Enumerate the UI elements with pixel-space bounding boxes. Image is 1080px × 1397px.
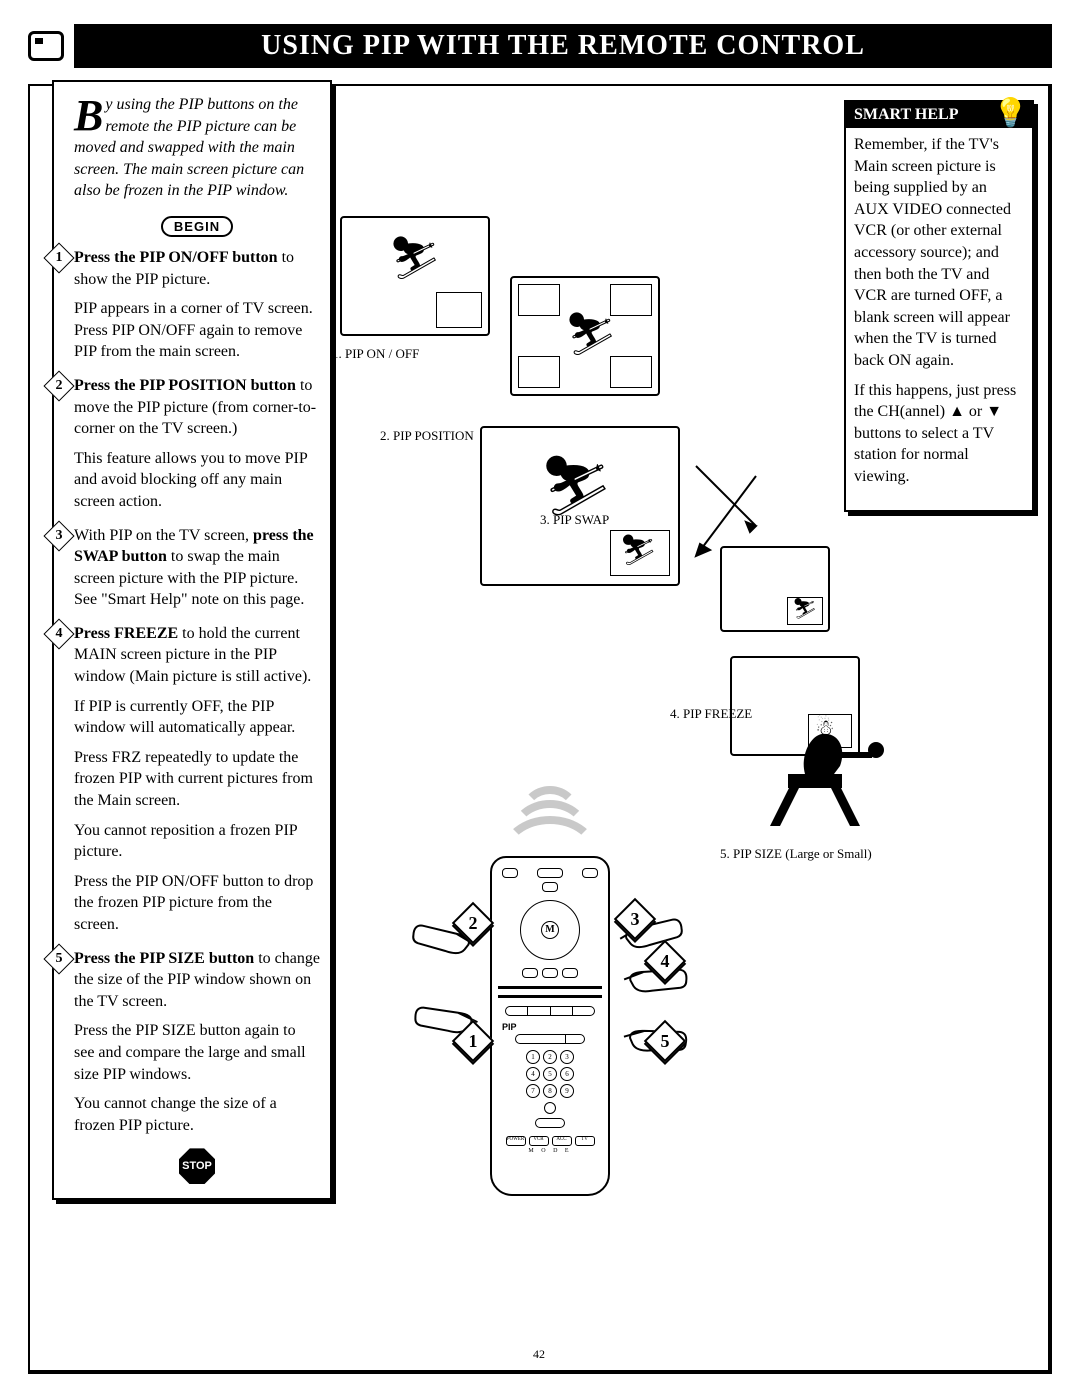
dropcap: B [74,94,105,133]
remote-control: PIP 123456789 POWER VCR ACC TV M O D E [490,856,610,1196]
remote-button [582,868,598,878]
step-3-pre: With PIP on the TV screen, [74,527,253,544]
step-4-para-b: Press FRZ repeatedly to update the froze… [74,747,320,812]
step-2-para: This feature allows you to move PIP and … [74,448,320,513]
signal-icon [490,776,610,856]
step-4-lead: Press FREEZE [74,625,178,642]
tv-icon [28,31,64,61]
step-number-icon: 2 [43,370,74,401]
step-1: 1 Press the PIP ON/OFF button to show th… [74,247,320,363]
step-1-lead: Press the PIP ON/OFF button [74,249,278,266]
remote-button [502,868,518,878]
remote-pip-row [505,1006,595,1016]
smart-help-p2: If this happens, just press the CH(annel… [854,380,1024,488]
caption-2: 2. PIP POSITION [380,428,474,444]
remote-button [542,882,558,892]
page-frame: B y using the PIP buttons on the remote … [28,84,1052,1374]
tv-box-3: ⛷ [480,426,680,586]
skier-icon [558,314,616,364]
step-4: 4 Press FREEZE to hold the current MAIN … [74,623,320,936]
remote-pip-label: PIP [502,1022,608,1032]
intro-text: y using the PIP buttons on the remote th… [74,96,304,199]
stop-badge: STOP [179,1148,215,1184]
tv-box-2 [510,276,660,396]
remote-button [537,868,563,878]
step-4-para-c: You cannot reposition a frozen PIP pictu… [74,820,320,863]
director-chair-icon [750,726,890,846]
step-4-para-a: If PIP is currently OFF, the PIP window … [74,696,320,739]
smart-help-box: SMART HELP 💡 Remember, if the TV's Main … [844,100,1034,512]
remote-button [542,968,558,978]
begin-badge: BEGIN [161,216,233,237]
tv-box-swap-result: ⛷ [720,546,830,632]
step-number-icon: 1 [43,242,74,273]
caption-1: 1. PIP ON / OFF [332,346,419,362]
step-1-para: PIP appears in a corner of TV screen. Pr… [74,298,320,363]
remote-button [562,968,578,978]
remote-pip-size-row [515,1034,585,1044]
remote-button [522,968,538,978]
step-5-lead: Press the PIP SIZE button [74,950,254,967]
step-5-para-a: Press the PIP SIZE button again to see a… [74,1020,320,1085]
down-triangle-icon [986,403,1002,420]
diagram-area: 1. PIP ON / OFF 2. PIP POSITION ⛷ 3. PIP… [340,216,780,1156]
step-number-icon: 5 [43,943,74,974]
step-4-para-d: Press the PIP ON/OFF button to drop the … [74,871,320,936]
step-5: 5 Press the PIP SIZE button to change th… [74,948,320,1137]
smart-help-header: SMART HELP 💡 [846,102,1032,128]
remote-button [535,1118,565,1128]
caption-3: 3. PIP SWAP [540,512,609,528]
instruction-column: B y using the PIP buttons on the remote … [52,80,332,1200]
remote-button [544,1102,556,1114]
step-number-icon: 3 [43,520,74,551]
tv-box-1 [340,216,490,336]
caption-5: 5. PIP SIZE (Large or Small) [720,846,872,862]
skier-icon [382,238,440,288]
smart-help-p1: Remember, if the TV's Main screen pictur… [854,134,1024,372]
lightbulb-icon: 💡 [993,96,1028,130]
caption-4: 4. PIP FREEZE [670,706,752,722]
step-2: 2 Press the PIP POSITION button to move … [74,375,320,513]
page-title: USING PIP WITH THE REMOTE CONTROL [74,24,1052,68]
remote-mode-row: POWER VCR ACC TV [492,1136,608,1146]
step-2-lead: Press the PIP POSITION button [74,377,296,394]
up-triangle-icon [949,403,965,420]
remote-dpad [520,900,580,960]
remote-numpad: 123456789 [492,1050,608,1098]
intro-paragraph: B y using the PIP buttons on the remote … [74,94,320,202]
step-3: 3 With PIP on the TV screen, press the S… [74,525,320,611]
header-row: USING PIP WITH THE REMOTE CONTROL [28,24,1052,68]
step-5-para-b: You cannot change the size of a frozen P… [74,1093,320,1136]
page-number: 42 [533,1347,545,1362]
remote-mode-label: M O D E [492,1148,608,1154]
step-number-icon: 4 [43,618,74,649]
